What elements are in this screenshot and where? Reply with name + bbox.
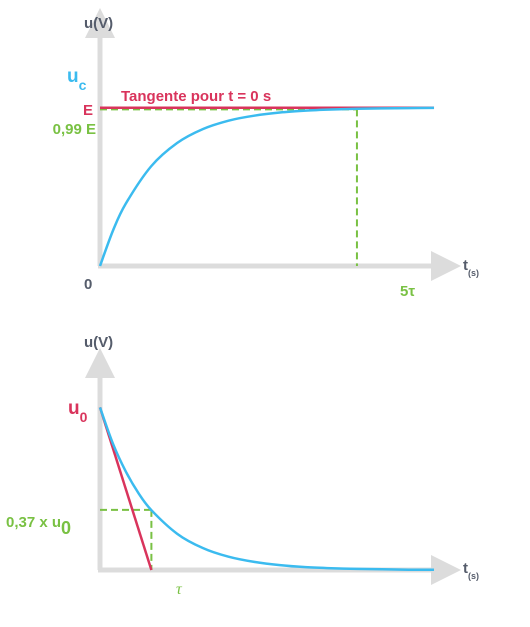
chart1-origin-label: 0 bbox=[84, 276, 92, 293]
chart2-time-label: τ bbox=[176, 581, 183, 598]
discharge-chart: u(V) u0 0,37 x u0 τ t(s) bbox=[6, 334, 479, 598]
chart1-y-axis-label: u(V) bbox=[84, 15, 113, 32]
chart1-time-label: 5τ bbox=[400, 283, 415, 300]
chart2-y-axis-label: u(V) bbox=[84, 334, 113, 351]
chart1-curve-label: uc bbox=[67, 66, 87, 93]
chart1-charge-curve bbox=[98, 106, 435, 267]
charge-chart: u(V) uc E Tangente pour t = 0 s 0,99 E 0… bbox=[53, 8, 479, 300]
chart1-e-label: E bbox=[83, 102, 93, 119]
chart1-level-label: 0,99 E bbox=[53, 121, 96, 138]
chart2-level-label: 0,37 x u0 bbox=[6, 514, 71, 538]
chart2-discharge-curve bbox=[98, 406, 435, 572]
chart2-u0-label: u0 bbox=[68, 398, 88, 425]
chart1-x-axis-label: t(s) bbox=[463, 257, 479, 278]
chart2-x-axis-label: t(s) bbox=[463, 560, 479, 581]
chart1-tangent-label: Tangente pour t = 0 s bbox=[121, 88, 271, 105]
